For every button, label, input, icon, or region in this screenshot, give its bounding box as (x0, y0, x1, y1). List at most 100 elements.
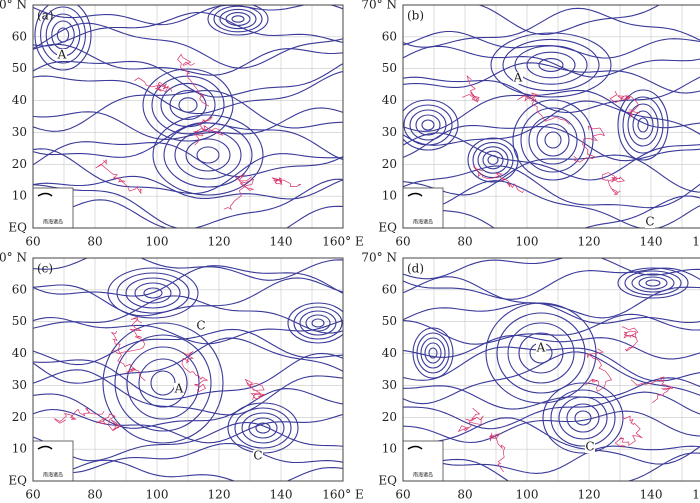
streamline-loop (412, 327, 454, 379)
streamline-loop (490, 32, 612, 98)
streamline-loop (293, 306, 343, 340)
y-tick-label: EQ (8, 221, 27, 235)
streamline (33, 352, 343, 400)
y-tick-label: 30 (12, 378, 27, 392)
y-tick-label: 40 (12, 93, 27, 107)
annotation: A (57, 48, 67, 62)
y-tick-label: 40 (382, 346, 397, 360)
x-tick-label: 100 (146, 235, 169, 249)
streamline-loop (102, 322, 224, 444)
streamline-loop (637, 117, 649, 133)
y-tick-label: 50 (382, 314, 397, 328)
annotation: C (585, 440, 594, 454)
streamline-loop (40, 6, 86, 64)
streamline-loop (528, 115, 578, 165)
streamline-loop (627, 103, 659, 147)
streamline-loop (518, 332, 564, 374)
streamline-loop (255, 422, 271, 434)
y-tick-label: 70° N (0, 251, 27, 265)
streamline-loop (496, 312, 586, 394)
map-panel: 南海诸岛 (c) C A C 60 80 100 120 140 160° E EQ 10 20 30 40 5… (0, 251, 364, 502)
coastline (223, 173, 255, 211)
streamline-loop (472, 141, 514, 179)
annotation-bg (513, 72, 523, 84)
panel-label: (d) (407, 262, 424, 276)
streamline-loop (174, 130, 242, 180)
x-tick-label: 140 (270, 488, 293, 502)
annotation: C (196, 319, 205, 333)
x-tick-label: 80 (457, 488, 472, 502)
streamline-loop (631, 273, 675, 293)
coastline (95, 159, 143, 194)
coastline (621, 326, 639, 352)
coastline (271, 177, 301, 187)
streamline (403, 195, 700, 228)
streamline-loop (219, 8, 257, 30)
x-tick-label: 140 (640, 235, 663, 249)
streamline (33, 141, 343, 178)
streamline (403, 313, 700, 345)
streamline-loop (542, 382, 624, 454)
annotation: A (174, 382, 184, 396)
streamline-loop (287, 302, 343, 344)
streamline-loop (142, 68, 234, 142)
map-panel: 南海诸岛 (a) A 60 80 100 120 140 160° E EQ 10 20 30 40 50 6… (0, 0, 364, 249)
coastline (462, 74, 480, 103)
streamline (403, 62, 700, 94)
annotation-bg (645, 216, 655, 228)
streamline-loop (645, 279, 661, 287)
streamline (33, 5, 343, 26)
streamline (33, 328, 343, 366)
coastline (53, 408, 105, 424)
streamline (403, 132, 700, 181)
streamline-loop (638, 276, 668, 290)
streamline (33, 22, 343, 69)
streamline-loop (56, 27, 70, 43)
streamline-loop (311, 318, 325, 328)
streamline-loop (420, 337, 446, 369)
panel-label: (c) (37, 262, 53, 276)
y-tick-label: 10 (12, 442, 27, 456)
y-tick-label: 60 (382, 282, 397, 296)
streamline (403, 391, 700, 430)
streamline (33, 277, 343, 317)
streamline (33, 337, 343, 384)
coastline (457, 407, 484, 433)
streamline-loop (152, 114, 264, 196)
x-tick-label: 60 (395, 235, 410, 249)
y-tick-label: EQ (8, 474, 27, 488)
streamline (403, 180, 700, 228)
annotation-bg (253, 450, 263, 462)
streamline (33, 11, 343, 47)
y-tick-label: 60 (382, 29, 397, 43)
x-tick-label: 120 (578, 488, 601, 502)
annotation-bg (174, 383, 184, 395)
x-tick-label: 80 (457, 235, 472, 249)
streamline (33, 148, 343, 195)
streamline-loop (574, 410, 592, 426)
y-tick-label: 20 (382, 410, 397, 424)
streamlines (403, 258, 700, 481)
y-tick-label: 40 (382, 93, 397, 107)
x-tick-label: 60 (25, 235, 40, 249)
coastline (573, 125, 605, 163)
y-tick-label: 70° N (361, 0, 397, 12)
streamline (403, 276, 700, 319)
y-tick-label: 50 (12, 314, 27, 328)
streamline-loop (514, 45, 588, 85)
annotation: C (645, 215, 654, 229)
inset-label: 南海诸岛 (43, 472, 63, 479)
streamline-loop (538, 58, 564, 72)
streamline (403, 45, 700, 78)
streamline (33, 388, 343, 429)
streamline (33, 265, 343, 297)
x-tick-label: 100 (516, 488, 539, 502)
streamline-loop (403, 99, 459, 151)
y-tick-label: 20 (382, 157, 397, 171)
coastline (193, 116, 224, 146)
streamline-loop (213, 5, 263, 33)
streamline (403, 444, 700, 474)
streamline-loop (116, 272, 190, 314)
map-panel: 南海诸岛 (b) A C 60 80 100 120 140 160° E EQ 10 20 30 40 50… (361, 0, 700, 249)
coastline (609, 90, 640, 118)
